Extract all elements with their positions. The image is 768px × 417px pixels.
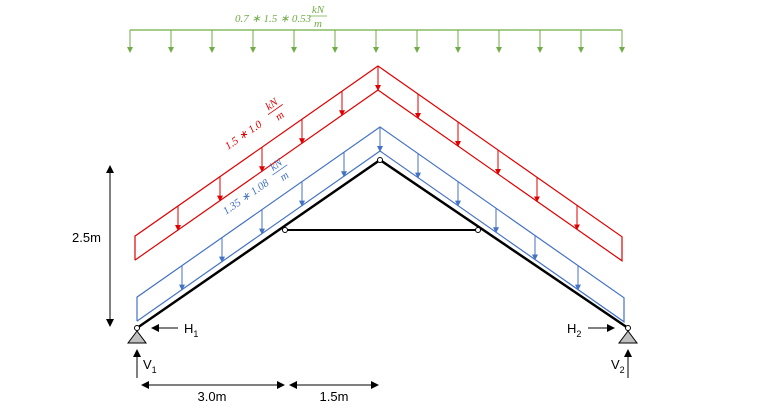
subscript: 2	[620, 365, 625, 375]
blue-load-label: 1.35 ∗ 1.08 kN m	[221, 156, 291, 217]
node	[282, 227, 288, 233]
subscript: 1	[152, 365, 157, 375]
load-den: m	[273, 109, 286, 123]
reaction-v2: V2	[611, 357, 625, 375]
node	[475, 227, 481, 233]
height-label: 2.5m	[72, 230, 101, 245]
reaction-arrows	[133, 324, 632, 378]
supports	[127, 330, 638, 344]
span-left-label: 3.0m	[198, 389, 227, 404]
load-expr: 1.5 ∗ 1.0	[223, 118, 265, 152]
red-load-label: 1.5 ∗ 1.0 kN m	[223, 96, 287, 153]
letter: H	[184, 321, 193, 336]
truss	[136, 158, 629, 330]
load-outline	[136, 126, 625, 323]
nodes	[134, 157, 631, 331]
subscript: 1	[193, 329, 198, 339]
subscript: 2	[576, 329, 581, 339]
node	[134, 325, 140, 331]
span-right-label: 1.5m	[320, 389, 349, 404]
rafters	[136, 158, 629, 330]
support	[618, 330, 638, 344]
support	[127, 330, 147, 344]
load-num: kN	[312, 4, 325, 16]
node	[377, 157, 383, 163]
load-den: m	[314, 18, 322, 30]
fraction-bar	[272, 164, 288, 176]
load-outline	[134, 65, 623, 262]
dimension-lines	[106, 165, 379, 389]
load-expr: 0.7 ∗ 1.5 ∗ 0.53	[235, 13, 312, 25]
load-den: m	[278, 169, 291, 183]
loads	[127, 29, 625, 323]
letter: H	[567, 321, 576, 336]
reaction-h1: H1	[184, 321, 198, 339]
green-load-label: 0.7 ∗ 1.5 ∗ 0.53 kN m	[235, 4, 327, 30]
reaction-h2: H2	[567, 321, 581, 339]
reaction-v1: V1	[143, 357, 157, 375]
node	[625, 325, 631, 331]
letter: V	[611, 357, 620, 372]
fraction-bar	[267, 104, 283, 116]
letter: V	[143, 357, 152, 372]
